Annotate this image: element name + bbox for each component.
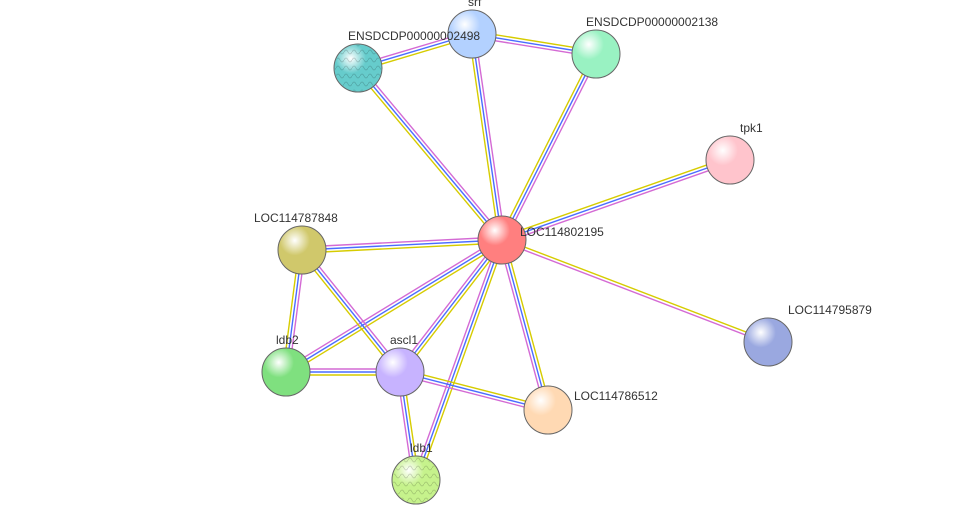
node-ldb2[interactable]: ldb2 (262, 333, 310, 396)
node-circle[interactable] (278, 226, 326, 274)
network-graph: LOC114802195 srf ENSDCDP00000002498 ENSDCDP… (0, 0, 975, 510)
node-ascl1[interactable]: ascl1 (376, 333, 424, 396)
edge (502, 240, 548, 410)
node-circle[interactable] (524, 386, 572, 434)
node-tpk1[interactable]: tpk1 (706, 121, 763, 184)
node-label: ascl1 (390, 333, 418, 347)
node-ens2138[interactable]: ENSDCDP00000002138 (572, 15, 718, 78)
node-label: ENSDCDP00000002138 (586, 15, 718, 29)
node-texture (335, 45, 381, 91)
node-label: LOC114786512 (574, 389, 658, 403)
node-circle[interactable] (572, 30, 620, 78)
edge (398, 238, 500, 370)
node-label: ENSDCDP00000002498 (348, 29, 480, 43)
edge (505, 239, 551, 409)
edge (505, 55, 599, 241)
edge (402, 242, 504, 374)
node-circle[interactable] (478, 216, 526, 264)
node-loc114787848[interactable]: LOC114787848 (254, 211, 338, 274)
edge (469, 34, 499, 240)
edge (360, 66, 504, 238)
edge (499, 53, 593, 239)
node-circle[interactable] (262, 348, 310, 396)
node-label: ldb1 (410, 441, 433, 455)
node-label: tpk1 (740, 121, 763, 135)
node-label: ldb2 (276, 333, 299, 347)
node-label: srf (468, 0, 482, 9)
node-circle[interactable] (706, 136, 754, 184)
node-ens2498[interactable]: ENSDCDP00000002498 (334, 29, 480, 92)
edge (503, 239, 769, 341)
node-loc114795879[interactable]: LOC114795879 (744, 303, 872, 366)
node-label: LOC114802195 (520, 225, 604, 239)
node-label: LOC114787848 (254, 211, 338, 225)
node-circle[interactable] (744, 318, 792, 366)
node-ldb1[interactable]: ldb1 (392, 441, 440, 504)
node-texture (393, 457, 439, 503)
edge (400, 240, 502, 372)
nodes-layer: LOC114802195 srf ENSDCDP00000002498 ENSDCDP… (254, 0, 872, 504)
node-loc114786512[interactable]: LOC114786512 (524, 386, 658, 434)
node-circle[interactable] (376, 348, 424, 396)
node-label: LOC114795879 (788, 303, 872, 317)
edge (499, 241, 545, 411)
edge (501, 241, 767, 343)
